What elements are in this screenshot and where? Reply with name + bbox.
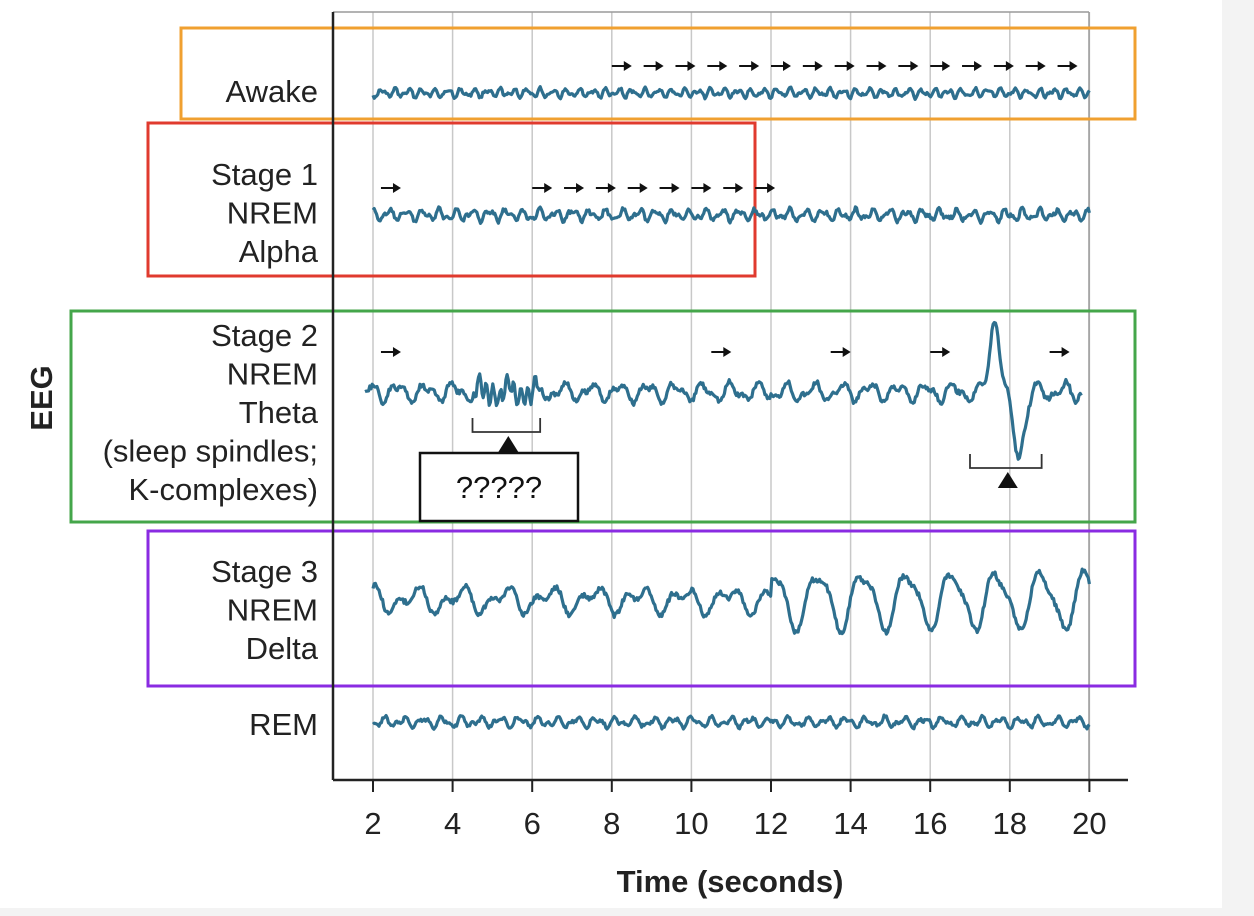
stage-label-line: Stage 3: [211, 554, 318, 589]
x-tick-label: 20: [1072, 806, 1106, 841]
bottom-margin: [0, 908, 1254, 916]
x-tick-label: 6: [524, 806, 541, 841]
wave-arrow-head: [1069, 61, 1078, 71]
wave-arrow-head: [723, 347, 732, 357]
wave-arrow-head: [767, 183, 776, 193]
wave-arrow-head: [942, 61, 951, 71]
x-tick-label: 2: [364, 806, 381, 841]
wave-arrow-head: [392, 183, 401, 193]
stage-label-line: NREM: [227, 357, 318, 392]
wave-arrow-head: [842, 347, 851, 357]
wave-arrow-head: [735, 183, 744, 193]
wave-arrow-head: [703, 183, 712, 193]
event-markers: [471, 418, 1043, 488]
stage-label-line: (sleep spindles;: [103, 434, 318, 469]
wave-arrows: [380, 61, 1078, 357]
stage-label-line: K-complexes): [129, 472, 319, 507]
wave-arrow-head: [607, 183, 616, 193]
annotation-box: [418, 451, 580, 523]
stage-label-line: Stage 1: [211, 157, 318, 192]
x-tick-label: 12: [754, 806, 788, 841]
stage-label-line: NREM: [227, 593, 318, 628]
x-tick-label: 8: [603, 806, 620, 841]
stage-label-line: REM: [249, 707, 318, 742]
wave-arrow-head: [814, 61, 823, 71]
wave-arrow-head: [751, 61, 760, 71]
wave-arrow-head: [974, 61, 983, 71]
wave-arrow-head: [576, 183, 585, 193]
eeg-trace-awake: [371, 85, 1091, 101]
wave-arrow-head: [687, 61, 696, 71]
eeg-trace-stage2: [364, 320, 1083, 461]
stage-boxes: [69, 26, 1137, 688]
wave-arrow-head: [783, 61, 791, 71]
x-tick-label: 10: [674, 806, 708, 841]
wave-arrow-head: [719, 61, 728, 71]
wave-arrow-head: [544, 183, 553, 193]
wave-arrow-head: [1037, 61, 1046, 71]
stage-label-line: Delta: [246, 631, 319, 666]
wave-arrow-head: [1005, 61, 1014, 71]
wave-arrow-head: [910, 61, 919, 71]
wave-arrow-head: [655, 61, 664, 71]
wave-arrow-head: [623, 61, 632, 71]
annotation-text: ?????: [456, 470, 542, 505]
marker-triangle: [997, 472, 1018, 488]
wave-arrow-head: [392, 347, 401, 357]
stage-box: [146, 529, 1137, 688]
wave-arrow-head: [1061, 347, 1070, 357]
x-tick-label: 14: [833, 806, 867, 841]
x-tick-label: 4: [444, 806, 461, 841]
x-tick-label: 18: [993, 806, 1027, 841]
y-axis-title: EEG: [24, 365, 59, 430]
stage-box: [179, 26, 1137, 121]
wave-arrow-head: [942, 347, 951, 357]
eeg-trace-stage1: [371, 205, 1091, 225]
x-tick-label: 16: [913, 806, 947, 841]
wave-arrow-head: [639, 183, 648, 193]
wave-arrow-head: [846, 61, 855, 71]
stage-label-line: NREM: [227, 196, 318, 231]
eeg-trace-stage3: [371, 567, 1091, 636]
x-axis-title: Time (seconds): [617, 864, 844, 899]
x-tick-labels: 2 4 6 8 10 12 14 16 18 20: [364, 806, 1106, 841]
stage-box: [146, 121, 757, 278]
wave-arrow-head: [671, 183, 680, 193]
stage-box: [69, 309, 1137, 524]
stage-label-line: Theta: [239, 395, 319, 430]
stage-label-line: Awake: [226, 74, 319, 109]
marker-bracket: [969, 454, 1043, 469]
marker-triangle: [498, 436, 519, 452]
annotation: ?????: [418, 451, 580, 523]
stage-label-line: Alpha: [239, 234, 319, 269]
stage-label-line: Stage 2: [211, 318, 318, 353]
marker-bracket: [471, 418, 542, 433]
eeg-trace-rem: [371, 713, 1091, 731]
eeg-traces: [364, 85, 1091, 731]
wave-arrow-head: [878, 61, 887, 71]
right-margin: [1222, 0, 1254, 916]
axes: [331, 12, 1128, 792]
